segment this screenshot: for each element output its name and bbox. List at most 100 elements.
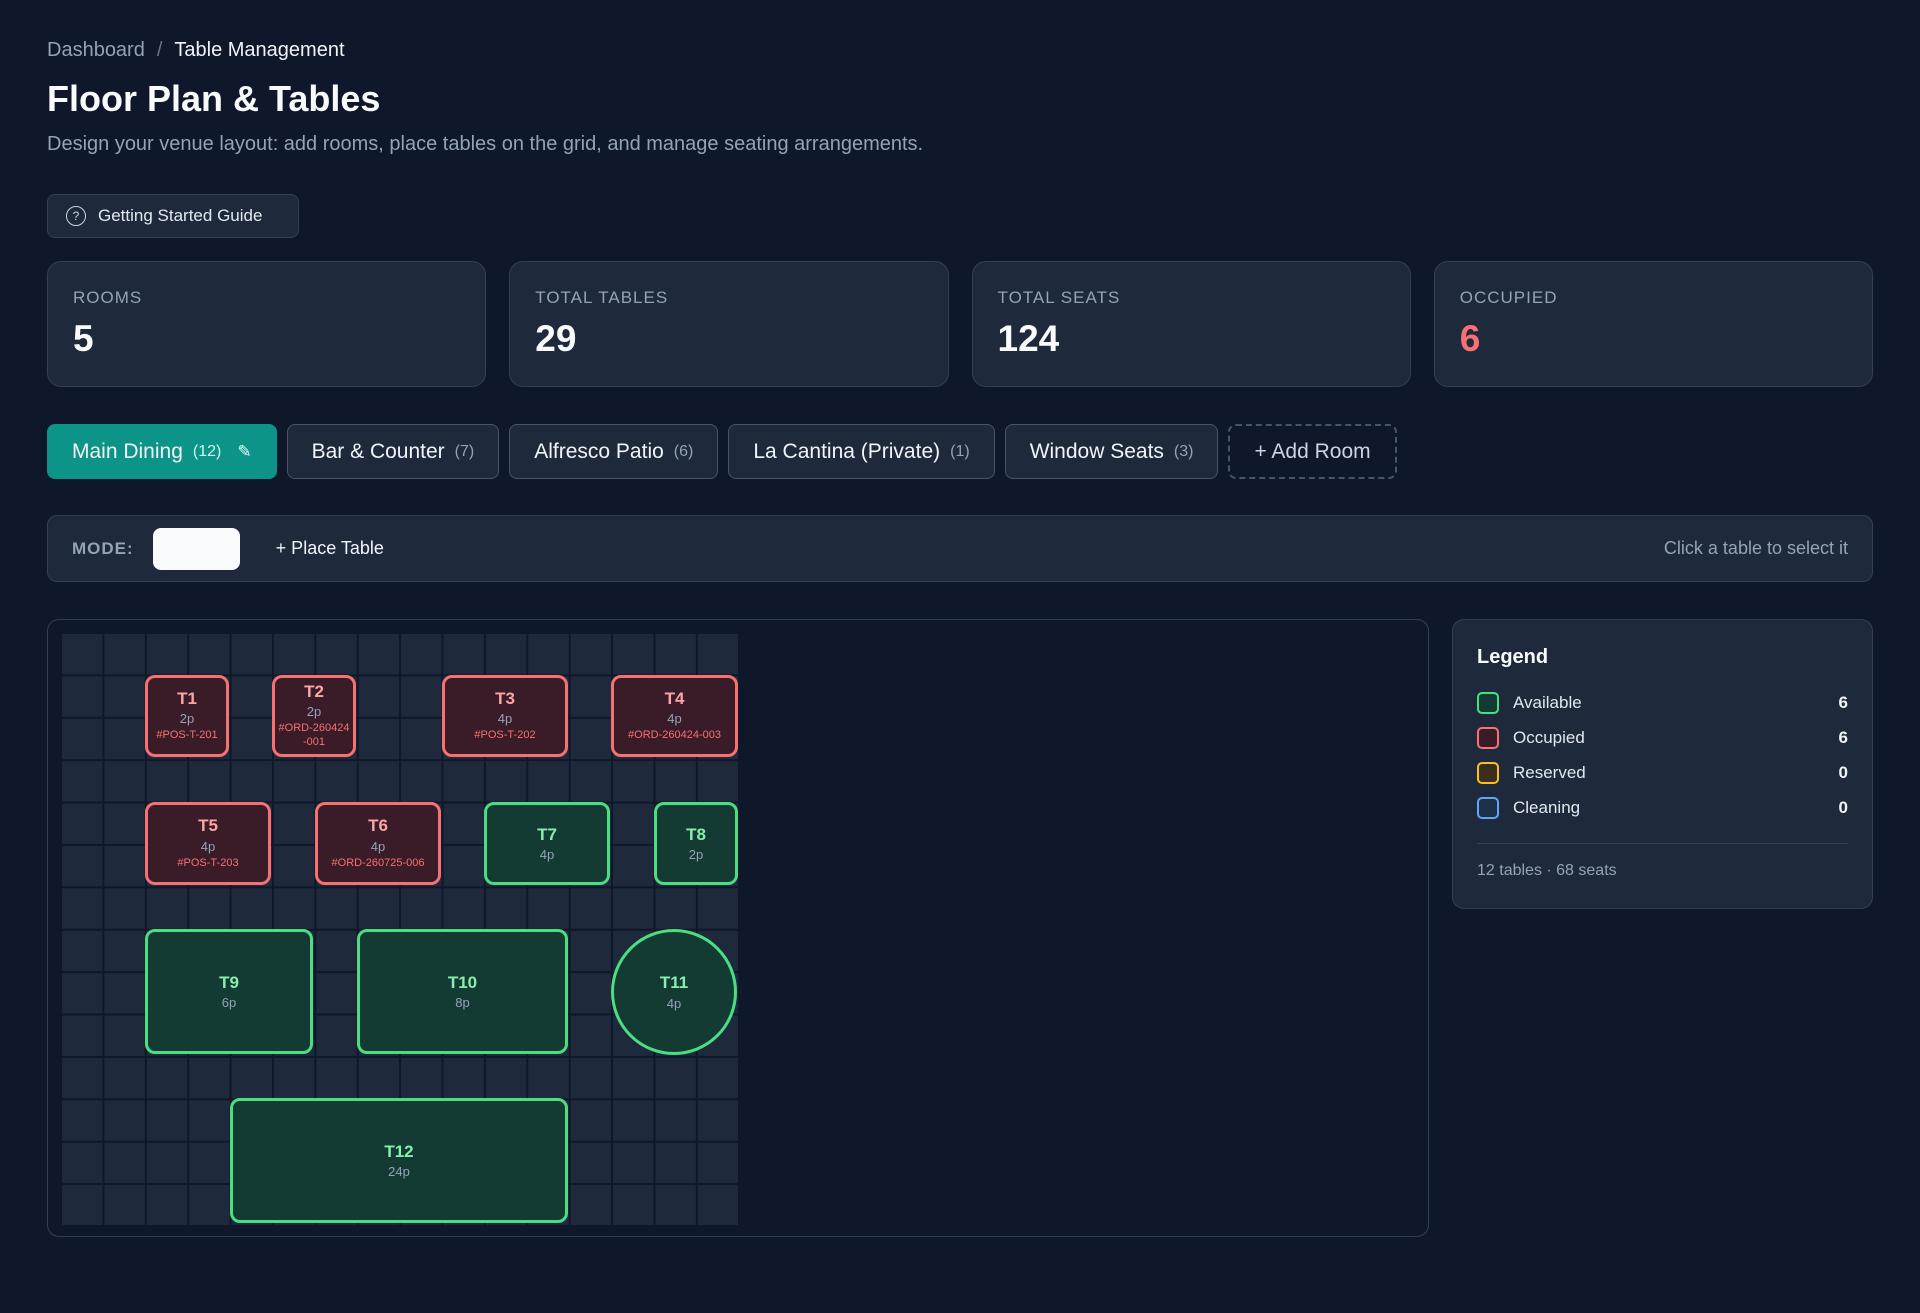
legend-count: 6	[1838, 727, 1848, 747]
table-seats: 8p	[455, 995, 470, 1011]
legend-item-available: Available 6	[1477, 685, 1848, 720]
mode-toggle[interactable]	[152, 527, 240, 570]
room-tab-name: Window Seats	[1029, 439, 1164, 463]
mode-hint: Click a table to select it	[1663, 538, 1848, 558]
legend-summary: 12 tables · 68 seats	[1477, 862, 1617, 879]
legend-item-cleaning: Cleaning 0	[1477, 790, 1848, 825]
legend-panel: Legend Available 6 Occupied 6 Reserved 0…	[1452, 619, 1873, 909]
legend-title: Legend	[1477, 646, 1549, 668]
floor-plan-canvas[interactable]: T1 2p #POS-T-201 T2 2p #ORD-260424-001 T…	[47, 619, 1429, 1237]
room-tab-name: Bar & Counter	[311, 439, 445, 463]
getting-started-guide-label: Getting Started Guide	[98, 206, 263, 225]
legend-swatch	[1477, 691, 1499, 714]
room-tab-count: (7)	[454, 442, 475, 460]
table-t9[interactable]: T9 6p	[145, 929, 313, 1054]
legend-label: Cleaning	[1513, 797, 1581, 817]
table-seats: 4p	[497, 711, 513, 727]
room-tab-alfresco-patio[interactable]: Alfresco Patio (6)	[509, 424, 719, 479]
legend-swatch	[1477, 796, 1499, 819]
room-tab-name: Alfresco Patio	[534, 439, 664, 463]
table-seats: 4p	[539, 847, 555, 863]
breadcrumb: Dashboard / Table Management	[47, 39, 345, 62]
room-tab-window-seats[interactable]: Window Seats (3)	[1004, 424, 1219, 479]
table-name: T10	[447, 972, 478, 992]
table-name: T4	[664, 688, 685, 708]
floor-grid[interactable]: T1 2p #POS-T-201 T2 2p #ORD-260424-001 T…	[60, 632, 738, 1225]
table-seats: 4p	[200, 838, 216, 854]
table-t11[interactable]: T11 4p	[611, 929, 737, 1055]
pencil-icon[interactable]: ✎	[237, 441, 252, 461]
mode-label: MODE:	[72, 538, 134, 558]
legend-swatch	[1477, 726, 1499, 749]
stat-card-total-seats: TOTAL SEATS 124	[971, 261, 1411, 387]
stat-card-occupied: OCCUPIED 6	[1433, 261, 1873, 387]
table-t4[interactable]: T4 4p #ORD-260424-003	[611, 675, 738, 757]
room-tab-count: (12)	[192, 442, 222, 460]
room-tab-count: (6)	[673, 442, 694, 460]
table-t7[interactable]: T7 4p	[484, 802, 610, 885]
table-t8[interactable]: T8 2p	[654, 802, 738, 885]
room-tab-count: (3)	[1173, 442, 1194, 460]
table-seats: 24p	[388, 1164, 410, 1180]
add-room-button[interactable]: + Add Room	[1228, 424, 1397, 479]
table-name: T6	[368, 816, 388, 836]
table-order-id: #POS-T-203	[177, 856, 239, 869]
legend-label: Reserved	[1513, 762, 1586, 782]
table-t1[interactable]: T1 2p #POS-T-201	[145, 675, 229, 757]
table-order-id: #POS-T-202	[474, 729, 536, 742]
table-seats: 4p	[667, 711, 682, 727]
table-seats: 4p	[666, 995, 682, 1011]
table-name: T12	[384, 1141, 414, 1161]
stat-label: TOTAL SEATS	[997, 288, 1121, 307]
legend-swatch	[1477, 761, 1499, 784]
stat-label: OCCUPIED	[1459, 288, 1558, 307]
table-t10[interactable]: T10 8p	[357, 929, 568, 1054]
table-seats: 2p	[688, 847, 704, 863]
question-circle-icon: ?	[66, 206, 86, 226]
table-order-id: #ORD-260424-003	[628, 729, 721, 742]
table-order-id: #POS-T-201	[156, 729, 218, 742]
table-t3[interactable]: T3 4p #POS-T-202	[442, 675, 568, 757]
legend-count: 0	[1838, 762, 1848, 782]
table-name: T3	[495, 688, 515, 708]
stats-row: ROOMS 5 TOTAL TABLES 29 TOTAL SEATS 124 …	[47, 261, 1873, 387]
room-tab-count: (1)	[950, 442, 970, 460]
mode-toolbar: MODE: + Place Table Click a table to sel…	[47, 515, 1873, 582]
table-t5[interactable]: T5 4p #POS-T-203	[145, 802, 271, 885]
breadcrumb-separator: /	[156, 39, 163, 61]
table-t6[interactable]: T6 4p #ORD-260725-006	[315, 802, 441, 885]
room-tabs: Main Dining (12) ✎ Bar & Counter (7) Alf…	[47, 424, 1397, 479]
page-subtitle: Design your venue layout: add rooms, pla…	[47, 133, 924, 155]
table-t12[interactable]: T12 24p	[230, 1098, 568, 1223]
table-name: T1	[177, 688, 197, 708]
place-table-button[interactable]: + Place Table	[275, 538, 384, 558]
table-seats: 2p	[306, 704, 322, 720]
table-t2[interactable]: T2 2p #ORD-260424-001	[272, 675, 356, 757]
table-name: T7	[537, 824, 557, 844]
legend-label: Available	[1513, 692, 1582, 712]
stat-card-rooms: ROOMS 5	[47, 261, 487, 387]
table-seats: 2p	[179, 711, 195, 727]
legend-divider	[1477, 843, 1848, 844]
stat-label: ROOMS	[73, 288, 143, 307]
table-name: T11	[659, 973, 689, 993]
breadcrumb-parent-link[interactable]: Dashboard	[47, 39, 145, 61]
stat-value: 5	[73, 318, 94, 359]
table-seats: 4p	[370, 838, 386, 854]
table-name: T5	[198, 816, 218, 836]
legend-count: 6	[1838, 692, 1848, 712]
table-name: T2	[304, 682, 324, 702]
room-tab-main-dining[interactable]: Main Dining (12) ✎	[47, 424, 277, 479]
stat-label: TOTAL TABLES	[535, 288, 669, 307]
stat-card-total-tables: TOTAL TABLES 29	[509, 261, 949, 387]
legend-label: Occupied	[1513, 727, 1585, 747]
table-name: T8	[686, 824, 706, 844]
getting-started-guide-button[interactable]: ? Getting Started Guide	[47, 194, 299, 238]
room-tab-name: Main Dining	[72, 439, 183, 463]
room-tab-la-cantina[interactable]: La Cantina (Private) (1)	[728, 424, 995, 479]
legend-count: 0	[1838, 797, 1848, 817]
table-order-id: #ORD-260424-001	[278, 722, 350, 749]
stat-value: 124	[997, 318, 1060, 359]
room-tab-bar-counter[interactable]: Bar & Counter (7)	[286, 424, 500, 479]
legend-item-reserved: Reserved 0	[1477, 755, 1848, 790]
